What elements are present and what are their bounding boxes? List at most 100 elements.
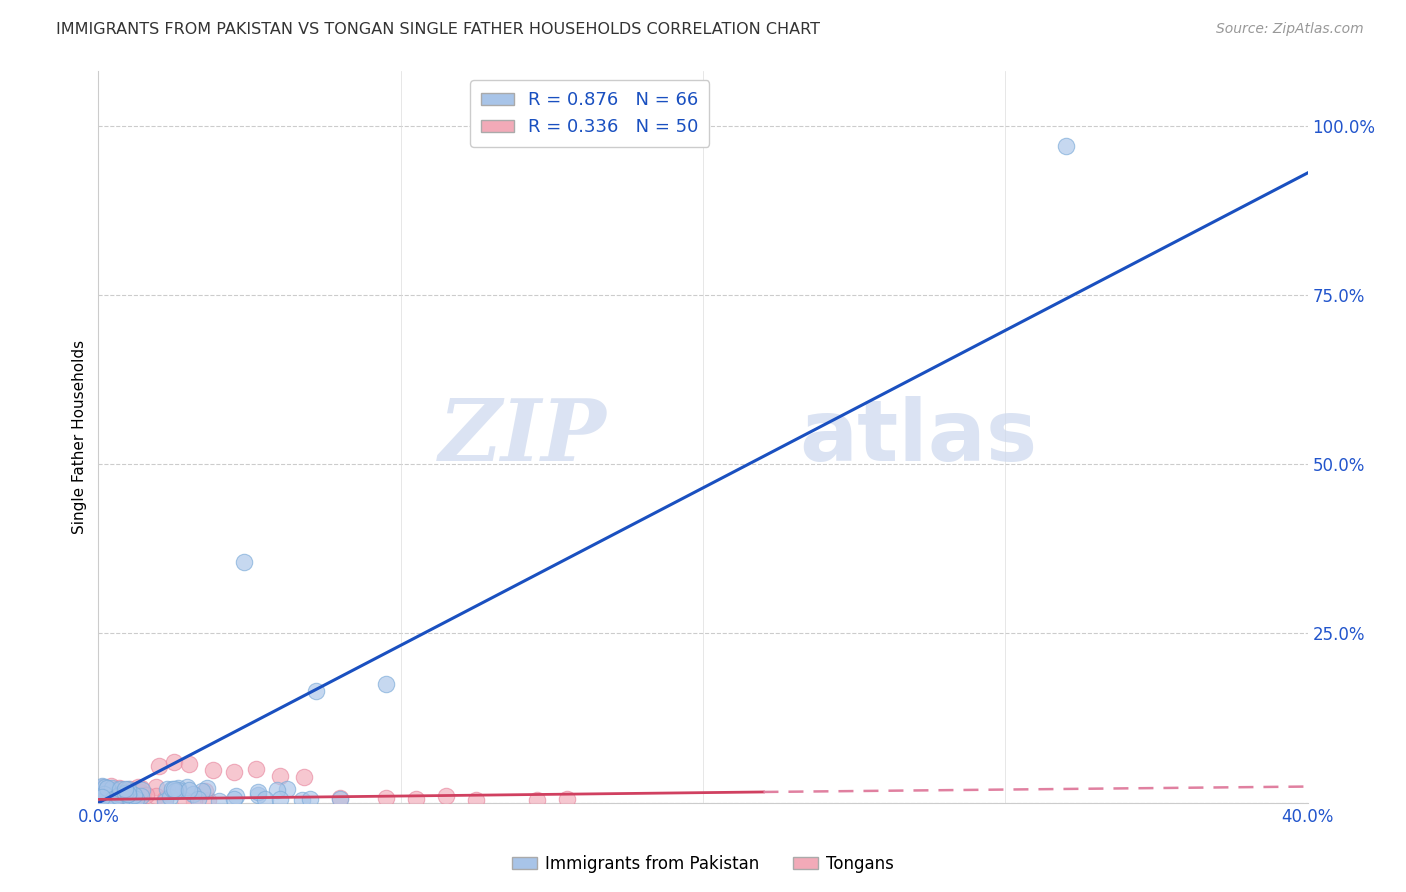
Point	[117, 788, 139, 802]
Point	[115, 790, 138, 805]
Point	[266, 783, 288, 797]
Point	[129, 785, 152, 799]
Point	[167, 783, 190, 797]
Text: Source: ZipAtlas.com: Source: ZipAtlas.com	[1216, 22, 1364, 37]
Point	[93, 787, 115, 801]
Point	[108, 794, 131, 808]
Point	[107, 789, 129, 804]
Point	[107, 780, 129, 795]
Point	[153, 794, 176, 808]
Point	[195, 780, 218, 795]
Point	[96, 794, 118, 808]
Point	[224, 792, 246, 806]
Point	[100, 792, 122, 806]
Point	[103, 783, 125, 797]
Point	[129, 780, 152, 795]
Point	[299, 792, 322, 806]
Point	[163, 784, 186, 798]
Point	[97, 789, 120, 803]
Point	[90, 789, 112, 804]
Point	[93, 789, 115, 804]
Point	[124, 790, 146, 805]
Point	[120, 792, 142, 806]
Point	[156, 782, 179, 797]
Point	[290, 793, 312, 807]
Point	[167, 780, 190, 795]
Point	[179, 756, 201, 771]
Point	[246, 788, 269, 802]
Point	[1054, 139, 1077, 153]
Point	[93, 780, 115, 794]
Point	[91, 780, 114, 794]
Point	[163, 755, 186, 769]
Point	[329, 790, 352, 805]
Point	[98, 789, 121, 804]
Point	[91, 792, 114, 806]
Point	[183, 794, 205, 808]
Point	[269, 769, 291, 783]
Point	[245, 762, 267, 776]
Point	[96, 781, 118, 796]
Point	[208, 794, 231, 808]
Point	[108, 782, 131, 797]
Point	[98, 788, 121, 802]
Point	[110, 787, 132, 801]
Point	[128, 790, 150, 805]
Point	[100, 779, 122, 793]
Point	[179, 782, 201, 797]
Point	[100, 785, 122, 799]
Point	[97, 786, 120, 800]
Point	[176, 780, 198, 794]
Point	[91, 780, 114, 794]
Point	[247, 785, 270, 799]
Point	[97, 785, 120, 799]
Point	[114, 782, 136, 797]
Text: atlas: atlas	[800, 395, 1038, 479]
Point	[305, 684, 328, 698]
Point	[148, 758, 170, 772]
Point	[145, 789, 167, 803]
Point	[125, 792, 148, 806]
Point	[121, 787, 143, 801]
Point	[132, 787, 155, 801]
Point	[96, 794, 118, 808]
Point	[98, 793, 121, 807]
Point	[187, 792, 209, 806]
Point	[93, 783, 115, 797]
Point	[129, 789, 152, 803]
Point	[526, 792, 548, 806]
Point	[101, 794, 124, 808]
Point	[183, 787, 205, 801]
Point	[232, 555, 254, 569]
Point	[135, 788, 157, 802]
Point	[202, 764, 225, 778]
Legend: R = 0.876   N = 66, R = 0.336   N = 50: R = 0.876 N = 66, R = 0.336 N = 50	[470, 80, 709, 147]
Point	[276, 781, 298, 796]
Point	[111, 782, 134, 797]
Point	[96, 794, 118, 808]
Point	[93, 784, 115, 798]
Point	[174, 793, 197, 807]
Point	[96, 783, 118, 797]
Point	[405, 792, 427, 806]
Point	[555, 791, 578, 805]
Point	[329, 792, 352, 806]
Point	[91, 794, 114, 808]
Point	[118, 789, 141, 804]
Point	[101, 792, 124, 806]
Text: ZIP: ZIP	[439, 395, 606, 479]
Point	[292, 770, 315, 784]
Point	[269, 792, 291, 806]
Point	[103, 794, 125, 808]
Point	[194, 784, 217, 798]
Point	[191, 784, 214, 798]
Text: IMMIGRANTS FROM PAKISTAN VS TONGAN SINGLE FATHER HOUSEHOLDS CORRELATION CHART: IMMIGRANTS FROM PAKISTAN VS TONGAN SINGL…	[56, 22, 820, 37]
Point	[91, 786, 114, 800]
Point	[94, 780, 117, 794]
Y-axis label: Single Father Households: Single Father Households	[72, 340, 87, 534]
Point	[122, 788, 145, 802]
Point	[97, 793, 120, 807]
Legend: Immigrants from Pakistan, Tongans: Immigrants from Pakistan, Tongans	[505, 848, 901, 880]
Point	[153, 791, 176, 805]
Point	[117, 782, 139, 797]
